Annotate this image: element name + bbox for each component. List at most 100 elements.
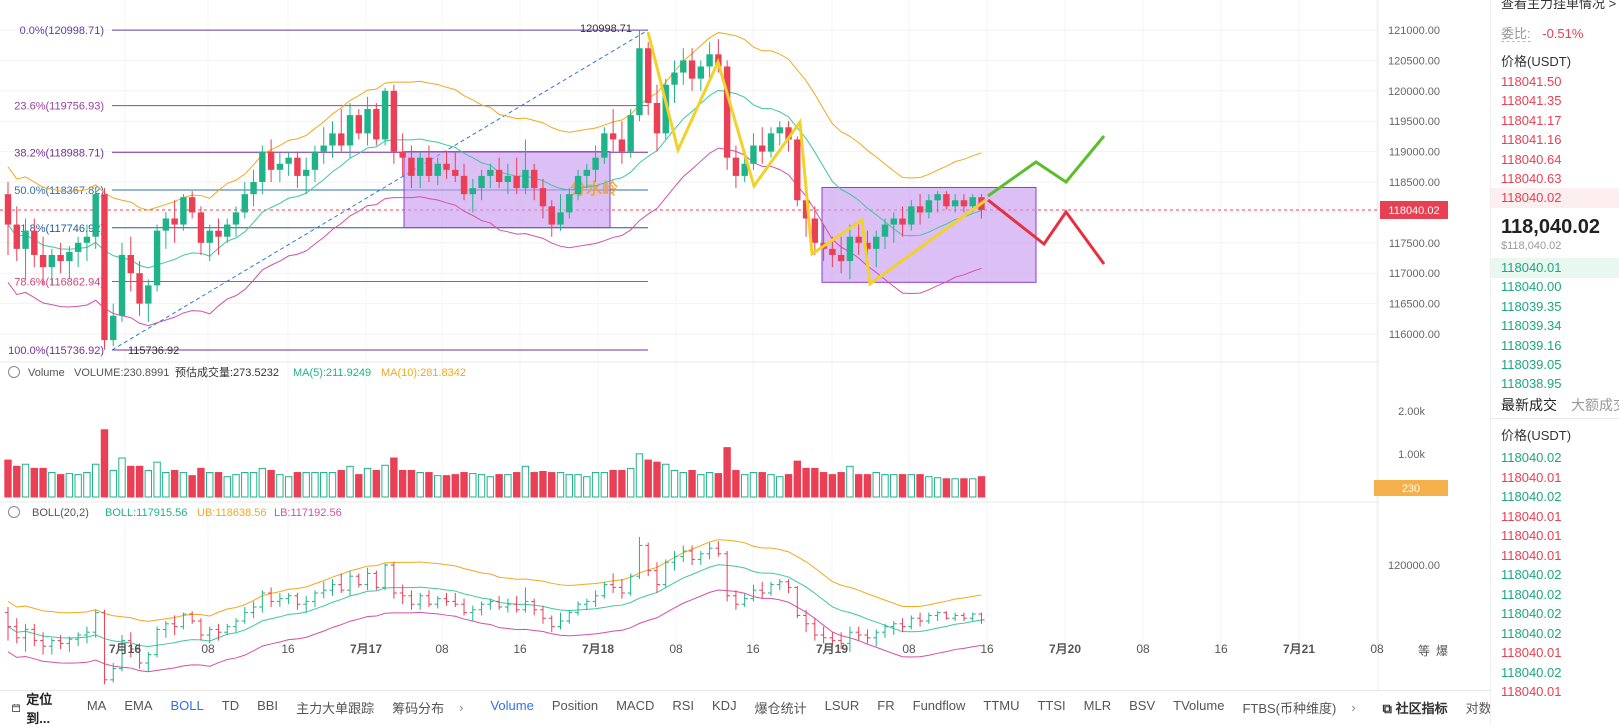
volume-bar [153, 461, 161, 498]
sub-indicator-11[interactable]: MLR [1083, 698, 1112, 713]
sub-indicator-13[interactable]: TVolume [1173, 698, 1225, 713]
candle-body [662, 84, 669, 134]
candle-body [127, 254, 134, 274]
candle-body [908, 206, 915, 225]
sub-indicator-3[interactable]: RSI [672, 698, 695, 713]
volume-bar [714, 473, 723, 498]
ask-price: 118040.63 [1501, 171, 1562, 186]
indicator-1[interactable]: EMA [124, 698, 153, 713]
sub-indicator-4[interactable]: KDJ [712, 698, 737, 713]
volume-bar [898, 474, 907, 498]
candle-body [750, 145, 757, 164]
candle-body [425, 157, 433, 176]
candle-body [916, 206, 924, 213]
candle-body [767, 133, 775, 152]
candle-body [811, 218, 819, 243]
volume-bar [925, 476, 933, 498]
sub-indicator-1[interactable]: Position [551, 698, 599, 713]
candle-body [276, 163, 284, 170]
volume-bar [390, 457, 398, 498]
candle-body [925, 200, 933, 213]
volume-bar [276, 474, 284, 498]
main-orders-link[interactable]: 查看主力挂单情况 > [1501, 0, 1617, 11]
price-chart[interactable]: 0.0%(120998.71) 23.6%(119756.93) 38.2%(118… [0, 0, 1490, 723]
candle-body [66, 251, 73, 262]
volume-bar [425, 472, 433, 498]
volume-bar [100, 429, 109, 498]
indicator-2[interactable]: BOLL [170, 698, 204, 713]
sub-indicator-7[interactable]: FR [877, 698, 895, 713]
candle-body [829, 248, 836, 255]
volume-panel: 2.00k 1.00k 230 [4, 406, 1448, 498]
candle-body [197, 212, 205, 243]
indicator-4[interactable]: BBI [257, 698, 279, 713]
ask-price: 118041.17 [1501, 112, 1562, 128]
candle-body [416, 157, 424, 176]
sub-indicator-12[interactable]: BSV [1129, 698, 1156, 713]
chevron-right-icon[interactable]: › [1351, 700, 1356, 715]
bollinger-bands [7, 32, 982, 327]
indicator-0[interactable]: MA [86, 698, 107, 713]
volume-bar [118, 457, 126, 498]
candle-body [934, 194, 941, 201]
candle-body [302, 169, 310, 176]
volume-bar [135, 465, 144, 498]
candle-body [601, 133, 608, 158]
trade-price: 118040.02 [1501, 489, 1562, 504]
volume-bar [355, 474, 363, 498]
candle-body [92, 194, 99, 237]
volume-bar [907, 474, 916, 498]
y-tick-label: 117500.00 [1389, 238, 1440, 250]
sub-indicator-5[interactable]: 爆仓统计 [754, 701, 807, 716]
volume-bar [162, 472, 170, 498]
y-tick-label: 119000.00 [1389, 147, 1440, 159]
candle-body [548, 206, 555, 225]
volume-bar [258, 467, 267, 498]
divider [1491, 418, 1619, 419]
candle-body [434, 163, 441, 176]
candle-body [373, 109, 380, 140]
volume-bar [767, 474, 775, 498]
volume-bar [740, 474, 749, 498]
fib-label: 23.6%(119756.93) [14, 101, 104, 113]
volume-bar [460, 472, 468, 498]
sub-indicator-9[interactable]: TTMU [983, 698, 1020, 713]
indicator-3[interactable]: TD [221, 698, 240, 713]
volume-bar [583, 476, 591, 498]
x-tick-label: 7月19 [816, 642, 848, 656]
tab-latest-trades[interactable]: 最新成交 [1501, 397, 1557, 413]
candle-body [636, 48, 643, 116]
sub-indicator-14[interactable]: FTBS(币种维度) [1242, 701, 1337, 716]
candle-body [171, 218, 178, 225]
candle-body [381, 90, 389, 140]
chevron-right-icon[interactable]: › [459, 700, 464, 715]
volume-bar [284, 476, 293, 498]
volume-bar [802, 467, 810, 498]
indicator-5[interactable]: 主力大单跟踪 [296, 701, 375, 716]
locate-button[interactable]: 定位到... [0, 689, 66, 727]
tab-large-trades[interactable]: 大额成交 [1571, 397, 1619, 413]
trade-price: 118040.02 [1501, 664, 1562, 680]
x-tick-label: 7月21 [1283, 642, 1315, 656]
bullish-projection [987, 135, 1106, 198]
candle-body [776, 127, 783, 134]
log-scale-toggle[interactable]: 对数 [1465, 701, 1492, 716]
volume-bar [83, 472, 91, 498]
sub-indicator-6[interactable]: LSUR [824, 698, 860, 713]
volume-axis-label: 1.00k [1398, 449, 1425, 461]
candle-body [443, 163, 450, 170]
y-tick-label: 118500.00 [1389, 177, 1440, 189]
sub-indicator-0[interactable]: Volume [490, 698, 534, 713]
community-indicator-button[interactable]: ⧉ 社区指标 [1382, 701, 1448, 716]
ask-price: 118041.50 [1501, 74, 1562, 89]
sub-indicator-2[interactable]: MACD [616, 698, 655, 713]
candle-body [215, 230, 222, 237]
sub-indicator-10[interactable]: TTSI [1037, 698, 1066, 713]
sub-indicator-8[interactable]: Fundflow [912, 698, 966, 713]
boll-axis-label: 120000.00 [1388, 560, 1440, 572]
candle-body [250, 182, 257, 195]
candle-body [706, 54, 713, 67]
indicator-6[interactable]: 筹码分布 [392, 701, 445, 716]
volume-bar [776, 476, 784, 498]
x-tick-label: 08 [669, 642, 683, 656]
